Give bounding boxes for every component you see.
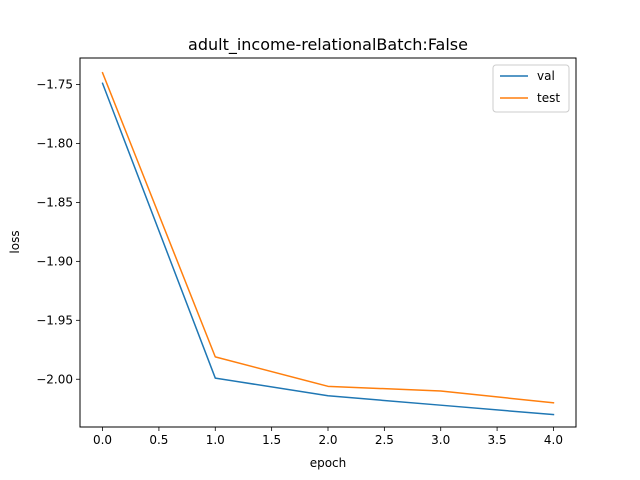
y-tick-label: −1.95 xyxy=(36,313,73,327)
x-tick-label: 2.0 xyxy=(318,433,337,447)
x-tick-label: 1.5 xyxy=(262,433,281,447)
legend-label-val: val xyxy=(537,69,555,83)
plot-lines xyxy=(101,71,555,416)
y-tick-label: −1.75 xyxy=(36,78,73,92)
x-tick-label: 3.0 xyxy=(431,433,450,447)
y-tick-label: −1.80 xyxy=(36,136,73,150)
legend: val test xyxy=(492,64,570,113)
x-axis-ticks: 0.0 0.5 1.0 1.5 2.0 2.5 3.0 3.5 4.0 xyxy=(93,427,563,447)
y-axis-ticks: −1.75 −1.80 −1.85 −1.90 −1.95 −2.00 xyxy=(36,78,80,386)
x-tick-label: 2.5 xyxy=(375,433,394,447)
x-tick-label: 0.5 xyxy=(149,433,168,447)
x-tick-label: 3.5 xyxy=(488,433,507,447)
series-line-val xyxy=(101,82,555,416)
y-tick-label: −1.85 xyxy=(36,195,73,209)
y-axis-label: loss xyxy=(8,230,22,253)
x-tick-label: 4.0 xyxy=(544,433,563,447)
x-axis-label: epoch xyxy=(310,456,347,470)
x-tick-label: 0.0 xyxy=(93,433,112,447)
y-tick-label: −1.90 xyxy=(36,254,73,268)
y-tick-label: −2.00 xyxy=(36,372,73,386)
legend-label-test: test xyxy=(537,91,560,105)
x-tick-label: 1.0 xyxy=(206,433,225,447)
chart-title: adult_income-relationalBatch:False xyxy=(188,35,468,55)
series-line-test xyxy=(101,71,555,404)
